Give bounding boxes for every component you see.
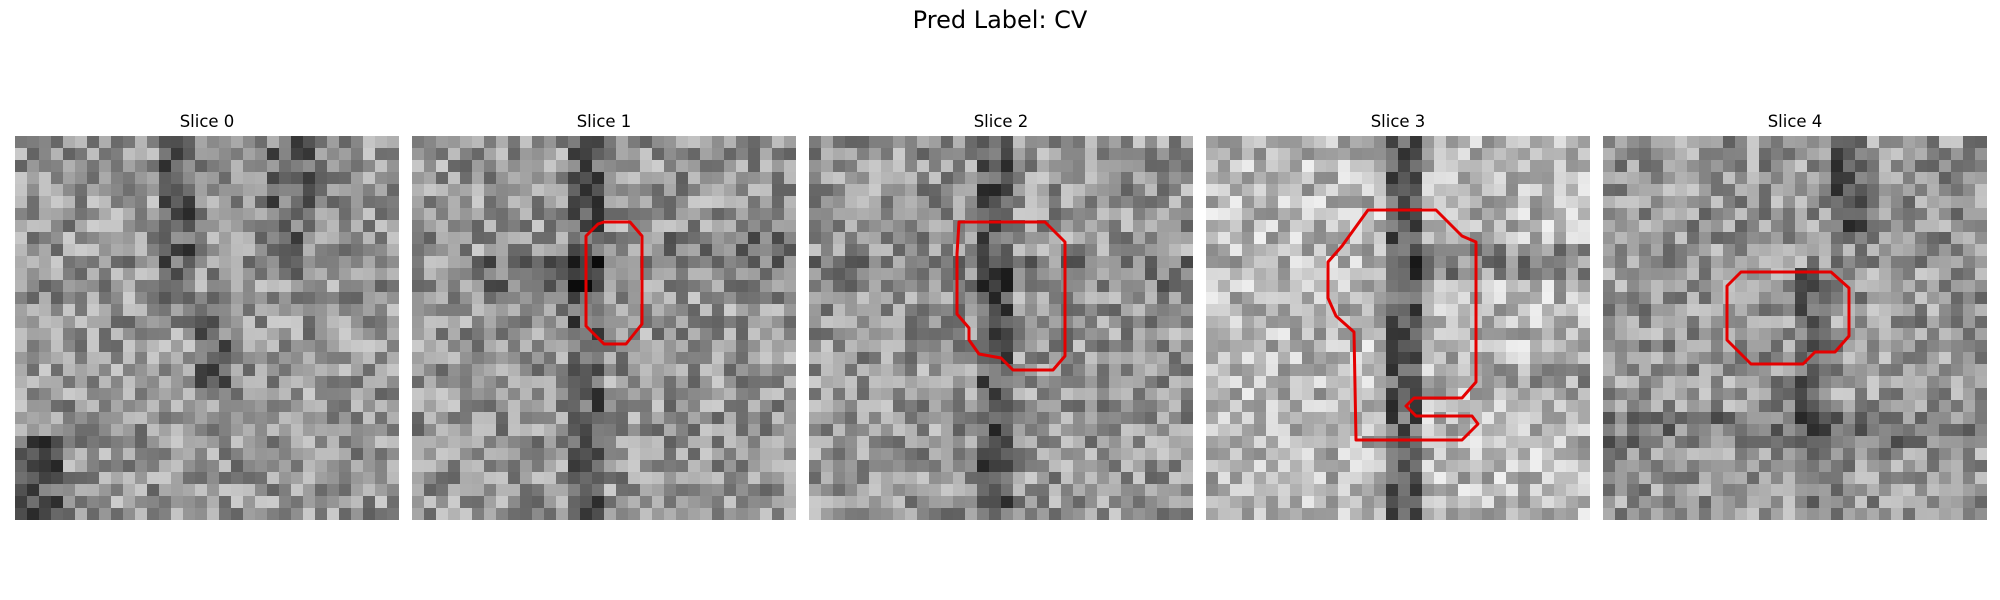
slice-image — [809, 136, 1193, 520]
slice-panel-4: Slice 4 — [1603, 108, 1987, 520]
slice-title: Slice 3 — [1370, 112, 1426, 131]
slice-title: Slice 4 — [1767, 112, 1823, 131]
segmentation-contour — [584, 220, 644, 346]
segmentation-contour — [1725, 270, 1851, 366]
segmentation-contour — [955, 220, 1067, 372]
slice-image — [15, 136, 399, 520]
slice-panel-0: Slice 0 — [15, 108, 399, 520]
slice-panel-3: Slice 3 — [1206, 108, 1590, 520]
slice-title: Slice 1 — [576, 112, 632, 131]
slice-title: Slice 2 — [973, 112, 1029, 131]
slice-image — [412, 136, 796, 520]
figure-title: Pred Label: CV — [912, 6, 1088, 34]
slice-title: Slice 0 — [179, 112, 235, 131]
segmentation-contour — [1326, 208, 1480, 442]
slice-image — [1603, 136, 1987, 520]
slice-panel-1: Slice 1 — [412, 108, 796, 520]
slice-panel-2: Slice 2 — [809, 108, 1193, 520]
slice-image — [1206, 136, 1590, 520]
